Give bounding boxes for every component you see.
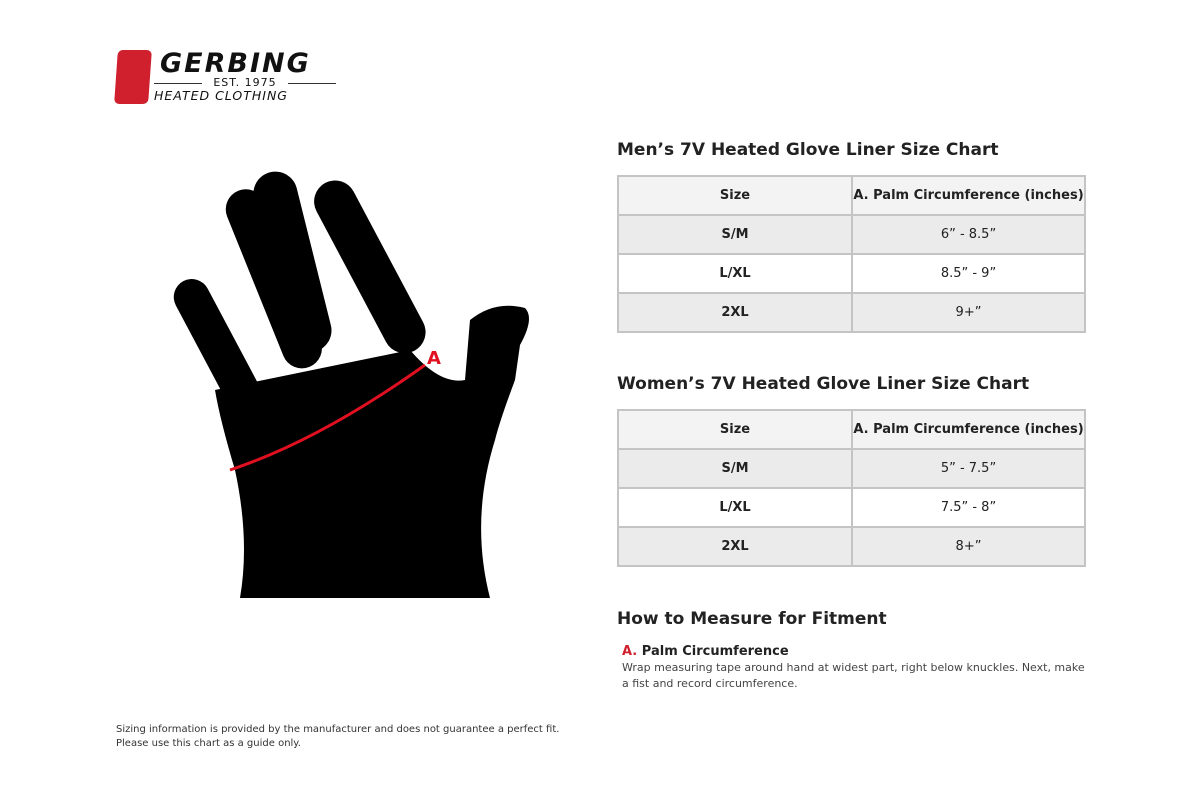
header-size: Size [617, 175, 853, 216]
table-row: S/M 6” - 8.5” [617, 214, 1086, 255]
header-size: Size [617, 409, 853, 450]
measure-letter: A. [622, 644, 638, 659]
logo-est: EST. 1975 [154, 76, 336, 89]
hand-silhouette-icon [173, 171, 529, 598]
hand-diagram: A [173, 171, 529, 598]
measure-desc: Wrap measuring tape around hand at wides… [622, 661, 1085, 690]
header-palm: A. Palm Circumference (inches) [851, 409, 1086, 450]
table-row: S/M 5” - 7.5” [617, 448, 1086, 489]
logo-name: GERBING [160, 48, 311, 79]
disclaimer: Sizing information is provided by the ma… [116, 724, 560, 749]
mens-chart-title: Men’s 7V Heated Glove Liner Size Chart [617, 140, 999, 160]
mens-size-table: Size A. Palm Circumference (inches) S/M 6”… [617, 175, 1086, 333]
table-row: L/XL 7.5” - 8” [617, 487, 1086, 528]
measure-line [229, 363, 426, 472]
measure-section: A. Palm Circumference Wrap measuring tap… [622, 644, 1092, 692]
logo-sub: HEATED CLOTHING [154, 88, 288, 103]
womens-size-table: Size A. Palm Circumference (inches) S/M 5”… [617, 409, 1086, 567]
marker-a: A [427, 348, 441, 369]
logo-mark-icon [114, 50, 152, 104]
table-row: L/XL 8.5” - 9” [617, 253, 1086, 294]
womens-chart-title: Women’s 7V Heated Glove Liner Size Chart [617, 374, 1030, 394]
table-row: 2XL 8+” [617, 526, 1086, 567]
gerbing-logo: GERBING EST. 1975 HEATED CLOTHING [114, 48, 346, 106]
header-palm: A. Palm Circumference (inches) [851, 175, 1086, 216]
measure-title: How to Measure for Fitment [617, 609, 887, 629]
table-row: 2XL 9+” [617, 292, 1086, 333]
measure-item: Palm Circumference [641, 644, 789, 659]
